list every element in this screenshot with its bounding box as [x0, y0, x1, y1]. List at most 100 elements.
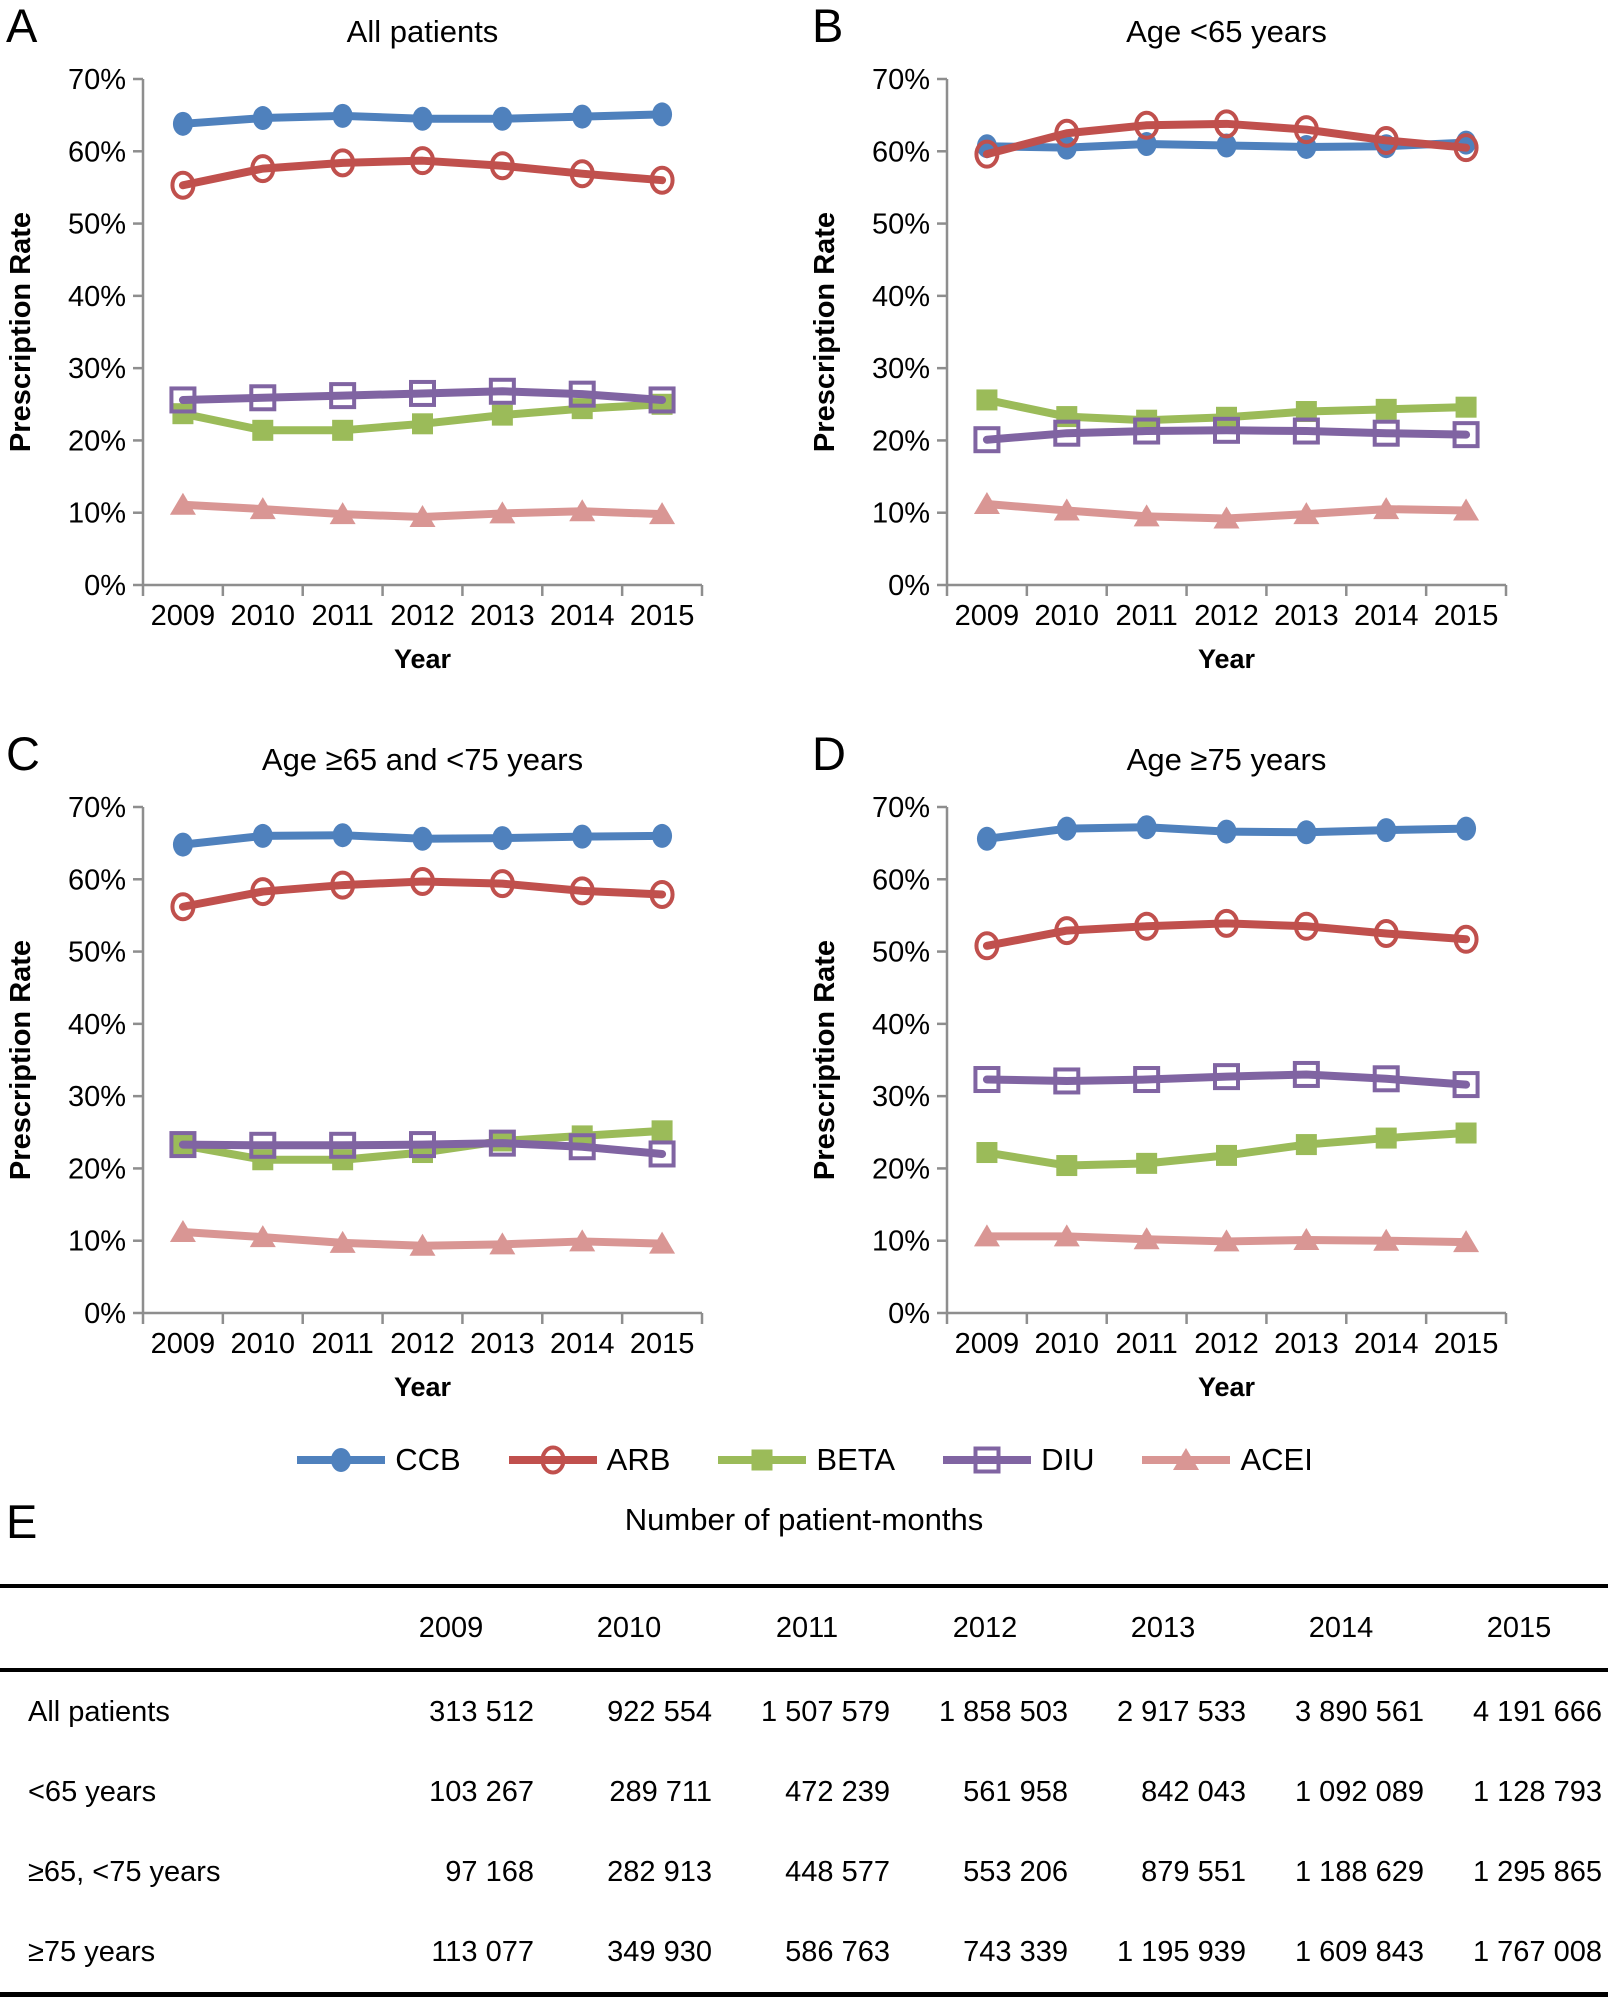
y-tick-label: 30%: [68, 1081, 126, 1113]
panel-letter-c: C: [6, 727, 40, 780]
marker-filled-square: [976, 1142, 998, 1164]
year-col-header: 2011: [718, 1586, 896, 1672]
marker-open-square: [488, 377, 516, 405]
marker-filled-square: [1375, 1127, 1397, 1149]
series-BETA: [976, 1122, 1477, 1177]
series-BETA: [172, 393, 673, 441]
marker-open-square: [1452, 421, 1480, 449]
table-section: E Number of patient-months 2009 2010 2011 2…: [0, 1496, 1608, 1997]
x-axis-label: Year: [1198, 1372, 1256, 1402]
marker-open-circle: [540, 1445, 566, 1475]
x-tick-label: 2014: [550, 1328, 615, 1360]
x-tick-label: 2012: [390, 600, 455, 632]
y-tick-label: 30%: [872, 353, 930, 385]
y-tick-label: 60%: [872, 864, 930, 896]
marker-open-circle: [410, 866, 435, 896]
marker-filled-triangle: [329, 502, 356, 525]
marker-filled-circle: [572, 104, 593, 129]
y-tick-label: 40%: [872, 281, 930, 313]
legend-item-ACEI: ACEI: [1140, 1440, 1313, 1480]
value-cell: 586 763: [785, 1935, 890, 1968]
y-tick-label: 40%: [68, 281, 126, 313]
patient-months-table: 2009 2010 2011 2012 2013 2014 2015 All patient…: [0, 1584, 1608, 1997]
marker-open-circle: [489, 151, 515, 181]
series-ARB: [974, 109, 1479, 169]
value-cell: 113 077: [431, 1935, 534, 1968]
series-line-ARB: [178, 156, 667, 190]
y-tick-label: 70%: [872, 64, 930, 96]
value-cell: 4 191 666: [1472, 1695, 1602, 1728]
marker-open-circle: [410, 146, 435, 176]
marker-filled-triangle: [569, 1229, 596, 1252]
value-cell: 743 339: [963, 1935, 1068, 1968]
marker-filled-circle: [572, 824, 593, 849]
x-tick-label: 2015: [1434, 1328, 1499, 1360]
marker-filled-triangle: [409, 1233, 436, 1256]
marker-filled-square: [252, 419, 274, 441]
year-col-header: 2014: [1252, 1586, 1430, 1672]
year-col-header: 2012: [896, 1586, 1074, 1672]
series-DIU: [973, 1060, 1480, 1099]
y-tick-label: 50%: [68, 209, 126, 241]
marker-open-circle: [1054, 118, 1080, 148]
x-tick-label: 2010: [231, 600, 296, 632]
year-col-header: 2013: [1074, 1586, 1252, 1672]
y-tick-label: 40%: [68, 1009, 126, 1041]
marker-open-square: [973, 426, 1001, 454]
row-label: All patients: [28, 1695, 170, 1728]
y-tick-label: 50%: [872, 209, 930, 241]
panel-c-chart: Age ≥65 and <75 years Prescription Rate Ye…: [5, 742, 704, 1402]
y-axis-label: Prescription Rate: [809, 940, 841, 1180]
panel-d-chart: Age ≥75 years Prescription Rate Year 0% 10% 2…: [809, 742, 1508, 1402]
marker-open-square: [1133, 1066, 1161, 1094]
marker-open-square: [568, 1133, 596, 1161]
value-cell: 3 890 561: [1294, 1695, 1424, 1728]
panel-a-chart: All patients Prescription Rate Year 0% 10% 20…: [5, 14, 704, 674]
y-tick-label: 0%: [888, 570, 930, 602]
marker-filled-square: [1375, 398, 1397, 420]
value-cell: 553 206: [963, 1855, 1068, 1888]
panel-letter-d: D: [812, 727, 846, 780]
table-row: ≥65, <75 years 97 168 282 913 448 577 553 20…: [0, 1832, 1608, 1912]
marker-filled-square: [252, 1149, 274, 1171]
value-cell: 282 913: [607, 1855, 712, 1888]
marker-filled-triangle: [1053, 1224, 1080, 1247]
marker-filled-square: [1455, 1122, 1477, 1144]
x-tick-label: 2013: [1274, 1328, 1339, 1360]
marker-filled-circle: [1456, 816, 1477, 841]
x-tick-label: 2015: [1434, 600, 1499, 632]
series-ARB: [974, 908, 1479, 961]
legend-label: CCB: [395, 1442, 461, 1477]
marker-filled-triangle: [1213, 506, 1240, 529]
marker-open-square: [249, 384, 277, 412]
x-tick-label: 2011: [311, 600, 373, 632]
y-axis-label: Prescription Rate: [5, 212, 37, 452]
marker-open-circle: [1214, 908, 1239, 938]
table-row: All patients 313 512 922 554 1 507 579 1 858…: [0, 1670, 1608, 1752]
series-line-DIU: [178, 387, 667, 404]
marker-filled-triangle: [1373, 1228, 1400, 1251]
marker-filled-circle: [492, 826, 513, 851]
value-cell: 1 195 939: [1116, 1935, 1246, 1968]
y-tick-label: 10%: [872, 1226, 930, 1258]
x-axis-label: Year: [394, 1372, 452, 1402]
value-cell: 1 609 843: [1294, 1935, 1424, 1968]
table-title: Number of patient-months: [624, 1502, 984, 1537]
x-axis-label: Year: [1198, 644, 1256, 674]
marker-filled-circle: [1216, 819, 1237, 844]
marker-open-square: [1292, 417, 1320, 445]
value-cell: 349 930: [607, 1935, 712, 1968]
marker-filled-square: [1455, 396, 1477, 418]
series-ACEI: [973, 492, 1480, 529]
year-col-header: 2015: [1430, 1586, 1608, 1672]
series-ACEI: [973, 1224, 1480, 1253]
marker-filled-triangle: [1453, 1230, 1480, 1253]
marker-filled-circle: [412, 826, 433, 851]
marker-filled-circle: [1056, 816, 1077, 841]
axes: [133, 77, 704, 596]
marker-filled-square: [1136, 1152, 1158, 1174]
value-cell: 842 043: [1141, 1775, 1246, 1808]
legend-key-ACEI: [1142, 1448, 1231, 1470]
marker-filled-triangle: [649, 502, 676, 525]
legend-item-ARB: ARB: [507, 1440, 670, 1480]
